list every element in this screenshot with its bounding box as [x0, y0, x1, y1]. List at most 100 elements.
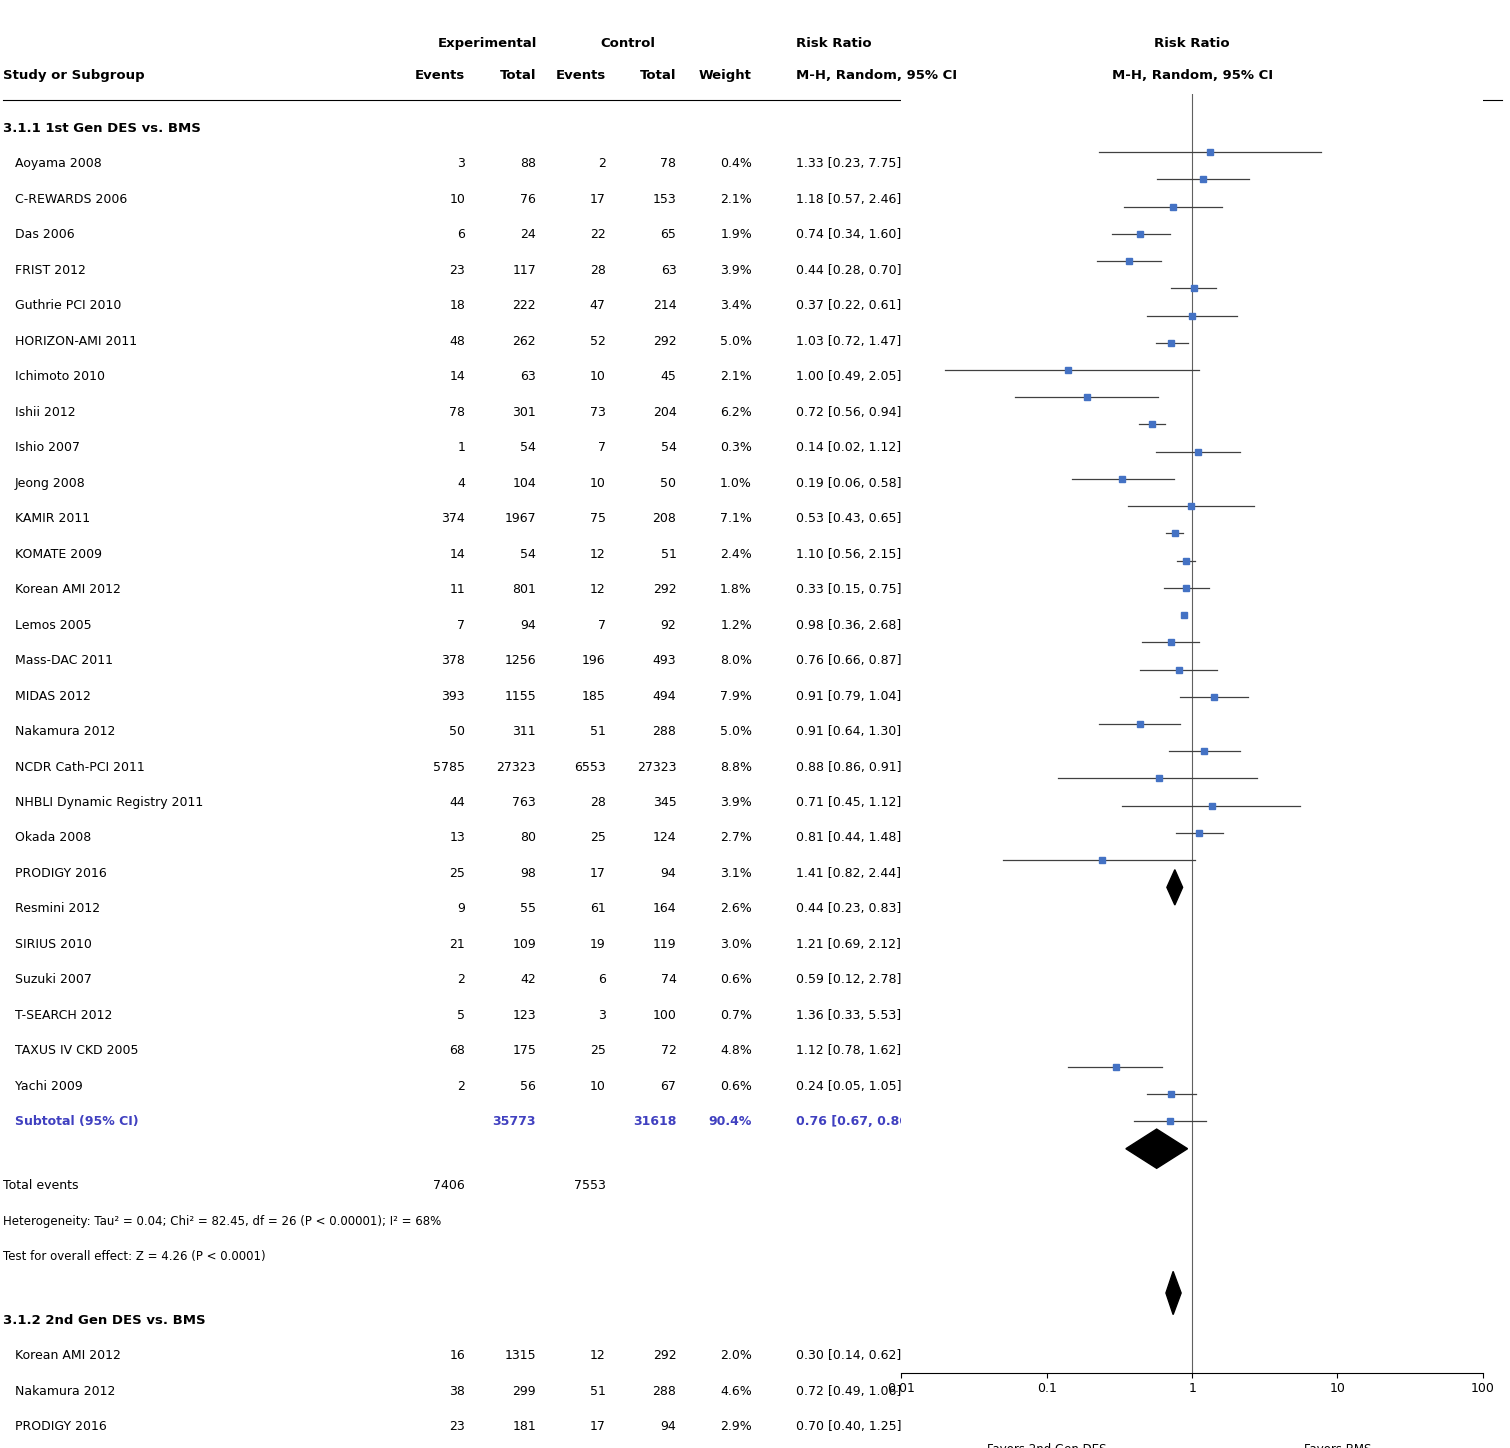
- Text: 7.1%: 7.1%: [720, 513, 752, 526]
- Text: 0.19 [0.06, 0.58]: 0.19 [0.06, 0.58]: [796, 476, 901, 489]
- Text: 17: 17: [589, 193, 606, 206]
- Text: 94: 94: [661, 867, 676, 880]
- Text: 0.30 [0.14, 0.62]: 0.30 [0.14, 0.62]: [796, 1350, 901, 1363]
- Text: 94: 94: [521, 618, 536, 631]
- Text: 4.8%: 4.8%: [720, 1044, 752, 1057]
- Text: 28: 28: [589, 264, 606, 277]
- Text: 1155: 1155: [504, 689, 536, 702]
- Text: 68: 68: [448, 1044, 465, 1057]
- Text: 374: 374: [441, 513, 465, 526]
- Text: 35773: 35773: [492, 1115, 536, 1128]
- Text: 1.0%: 1.0%: [720, 476, 752, 489]
- Text: 288: 288: [652, 1384, 676, 1397]
- Text: 117: 117: [512, 264, 536, 277]
- Text: Total events: Total events: [3, 1179, 79, 1192]
- Text: 3.9%: 3.9%: [720, 796, 752, 809]
- Text: 28: 28: [589, 796, 606, 809]
- Text: 0.91 [0.79, 1.04]: 0.91 [0.79, 1.04]: [796, 689, 901, 702]
- Text: T-SEARCH 2012: T-SEARCH 2012: [15, 1009, 112, 1022]
- Text: 1.36 [0.33, 5.53]: 1.36 [0.33, 5.53]: [796, 1009, 901, 1022]
- Text: 1.8%: 1.8%: [720, 584, 752, 597]
- Text: Aoyama 2008: Aoyama 2008: [15, 158, 101, 171]
- Text: 56: 56: [519, 1080, 536, 1093]
- Text: 0.53 [0.43, 0.65]: 0.53 [0.43, 0.65]: [796, 513, 901, 526]
- Text: 1.33 [0.23, 7.75]: 1.33 [0.23, 7.75]: [796, 158, 901, 171]
- Text: 1.03 [0.72, 1.47]: 1.03 [0.72, 1.47]: [796, 334, 901, 348]
- Text: 92: 92: [661, 618, 676, 631]
- Text: 94: 94: [661, 1420, 676, 1434]
- Text: 16: 16: [450, 1350, 465, 1363]
- Text: 2.4%: 2.4%: [720, 547, 752, 560]
- Text: 4: 4: [458, 476, 465, 489]
- Text: 72: 72: [660, 1044, 676, 1057]
- Text: 10: 10: [589, 1080, 606, 1093]
- Text: PRODIGY 2016: PRODIGY 2016: [15, 1420, 107, 1434]
- Text: 74: 74: [660, 973, 676, 986]
- Text: 292: 292: [652, 1350, 676, 1363]
- Text: 1.18 [0.57, 2.46]: 1.18 [0.57, 2.46]: [796, 193, 901, 206]
- Text: Okada 2008: Okada 2008: [15, 831, 91, 844]
- Text: 801: 801: [512, 584, 536, 597]
- Text: 1256: 1256: [504, 654, 536, 668]
- Text: 44: 44: [450, 796, 465, 809]
- Text: Subtotal (95% CI): Subtotal (95% CI): [15, 1115, 139, 1128]
- Text: 393: 393: [441, 689, 465, 702]
- Text: 88: 88: [519, 158, 536, 171]
- Text: 299: 299: [512, 1384, 536, 1397]
- Text: 204: 204: [652, 405, 676, 418]
- Text: 12: 12: [590, 1350, 606, 1363]
- Text: Yachi 2009: Yachi 2009: [15, 1080, 83, 1093]
- Text: Total: Total: [500, 70, 536, 83]
- Text: 54: 54: [519, 442, 536, 455]
- Text: 18: 18: [448, 300, 465, 313]
- Text: 0.72 [0.56, 0.94]: 0.72 [0.56, 0.94]: [796, 405, 901, 418]
- Text: 6: 6: [598, 973, 606, 986]
- Text: 21: 21: [450, 938, 465, 951]
- Text: 0.3%: 0.3%: [720, 442, 752, 455]
- Text: 7: 7: [598, 618, 606, 631]
- Text: 25: 25: [448, 867, 465, 880]
- Text: 19: 19: [590, 938, 606, 951]
- Text: 311: 311: [512, 725, 536, 738]
- Text: 2.6%: 2.6%: [720, 902, 752, 915]
- Text: 214: 214: [652, 300, 676, 313]
- Text: 17: 17: [589, 867, 606, 880]
- Text: 208: 208: [652, 513, 676, 526]
- Text: 12: 12: [590, 584, 606, 597]
- Text: PRODIGY 2016: PRODIGY 2016: [15, 867, 107, 880]
- Text: 3.1.2 2nd Gen DES vs. BMS: 3.1.2 2nd Gen DES vs. BMS: [3, 1313, 205, 1326]
- Text: 119: 119: [652, 938, 676, 951]
- Text: 2: 2: [598, 158, 606, 171]
- Text: 0.98 [0.36, 2.68]: 0.98 [0.36, 2.68]: [796, 618, 901, 631]
- Text: 288: 288: [652, 725, 676, 738]
- Text: 164: 164: [652, 902, 676, 915]
- Text: 10: 10: [448, 193, 465, 206]
- Text: 3: 3: [598, 1009, 606, 1022]
- Text: Risk Ratio: Risk Ratio: [1154, 38, 1231, 49]
- Text: 3.1%: 3.1%: [720, 867, 752, 880]
- Text: 3: 3: [458, 158, 465, 171]
- Text: Favors BMS: Favors BMS: [1303, 1444, 1371, 1448]
- Text: 175: 175: [512, 1044, 536, 1057]
- Text: 0.71 [0.45, 1.12]: 0.71 [0.45, 1.12]: [796, 796, 901, 809]
- Text: 90.4%: 90.4%: [708, 1115, 752, 1128]
- Text: Korean AMI 2012: Korean AMI 2012: [15, 584, 121, 597]
- Text: 67: 67: [660, 1080, 676, 1093]
- Text: 98: 98: [519, 867, 536, 880]
- Text: 124: 124: [652, 831, 676, 844]
- Text: 25: 25: [589, 1044, 606, 1057]
- Text: Study or Subgroup: Study or Subgroup: [3, 70, 145, 83]
- Text: 1.41 [0.82, 2.44]: 1.41 [0.82, 2.44]: [796, 867, 901, 880]
- Text: FRIST 2012: FRIST 2012: [15, 264, 86, 277]
- Text: Events: Events: [415, 70, 465, 83]
- Text: 1.00 [0.49, 2.05]: 1.00 [0.49, 2.05]: [796, 371, 901, 384]
- Text: HORIZON-AMI 2011: HORIZON-AMI 2011: [15, 334, 137, 348]
- Text: Weight: Weight: [699, 70, 752, 83]
- Text: 42: 42: [521, 973, 536, 986]
- Text: Ishio 2007: Ishio 2007: [15, 442, 80, 455]
- Text: 6553: 6553: [574, 760, 606, 773]
- Text: 50: 50: [660, 476, 676, 489]
- Text: 63: 63: [521, 371, 536, 384]
- Text: 2: 2: [458, 973, 465, 986]
- Text: 1967: 1967: [504, 513, 536, 526]
